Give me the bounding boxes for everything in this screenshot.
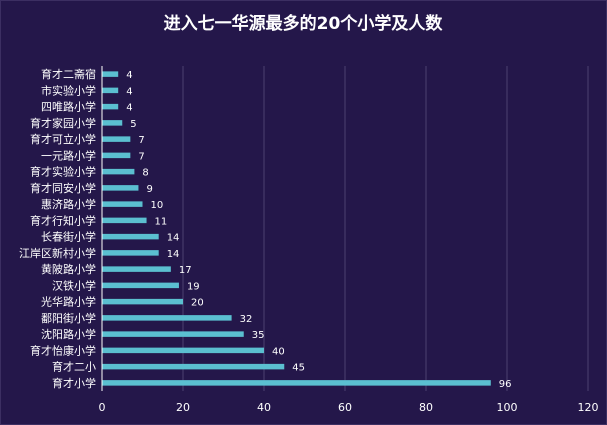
bars <box>102 71 491 386</box>
category-label: 育才可立小学 <box>30 132 96 146</box>
x-tick-label: 20 <box>176 401 190 414</box>
value-label: 8 <box>142 168 148 179</box>
value-label: 5 <box>130 119 136 130</box>
bar <box>102 201 143 207</box>
value-label: 17 <box>179 265 192 276</box>
x-tick-label: 100 <box>497 401 518 414</box>
category-label: 沈阳路小学 <box>41 327 96 341</box>
value-label: 7 <box>138 135 144 146</box>
category-labels: 育才二斋宿市实验小学四唯路小学育才家园小学育才可立小学一元路小学育才实验小学育才… <box>19 67 96 390</box>
x-tick-labels: 0 20 40 60 80 100 120 <box>99 401 599 414</box>
category-label: 汉铁小学 <box>52 278 96 292</box>
category-label: 光华路小学 <box>41 295 96 309</box>
value-label: 14 <box>167 249 180 260</box>
value-label: 45 <box>292 363 305 374</box>
category-label: 育才实验小学 <box>30 165 96 179</box>
bar <box>102 233 159 240</box>
value-label: 40 <box>272 346 285 357</box>
bar <box>102 363 285 370</box>
value-label: 19 <box>187 281 200 292</box>
chart-title: 进入七一华源最多的20个小学及人数 <box>164 13 444 34</box>
category-label: 育才家园小学 <box>30 116 96 130</box>
category-label: 黄陂路小学 <box>41 262 96 276</box>
bar <box>102 87 119 94</box>
x-tick-label: 60 <box>338 401 352 414</box>
category-label: 育才二斋宿 <box>41 67 96 81</box>
bar <box>102 315 232 321</box>
category-label: 长春街小学 <box>41 230 96 244</box>
bar <box>102 250 159 256</box>
category-label: 惠济路小学 <box>41 197 96 211</box>
value-label: 7 <box>138 151 144 162</box>
value-label: 4 <box>126 103 132 114</box>
bar <box>102 71 119 77</box>
grid-lines <box>182 66 589 391</box>
value-label: 4 <box>126 70 132 81</box>
category-label: 育才小学 <box>52 376 96 390</box>
category-label: 一元路小学 <box>41 148 96 162</box>
value-label: 9 <box>146 184 152 195</box>
category-label: 育才二小 <box>52 360 96 374</box>
value-label: 14 <box>167 233 180 244</box>
value-label: 20 <box>191 298 204 309</box>
bar <box>102 103 119 110</box>
bar <box>102 152 131 159</box>
value-label: 4 <box>126 86 132 97</box>
category-label: 育才同安小学 <box>30 181 96 195</box>
value-label: 11 <box>155 216 168 227</box>
category-label: 鄱阳街小学 <box>41 311 96 325</box>
bar <box>102 217 147 224</box>
x-tick-label: 120 <box>578 401 599 414</box>
bar <box>102 380 491 386</box>
bar <box>102 298 183 305</box>
bar <box>102 136 131 142</box>
category-label: 四唯路小学 <box>41 100 96 114</box>
category-label: 市实验小学 <box>41 83 96 97</box>
value-label: 10 <box>151 200 164 211</box>
bar <box>102 282 179 289</box>
x-tick-label: 40 <box>257 401 271 414</box>
value-label: 32 <box>240 314 253 325</box>
bar <box>102 168 135 175</box>
bar <box>102 120 123 126</box>
x-tick-label: 0 <box>99 401 106 414</box>
category-label: 育才行知小学 <box>30 213 96 227</box>
category-label: 育才怡康小学 <box>30 343 96 357</box>
bar <box>102 331 244 337</box>
value-label: 35 <box>252 330 265 341</box>
value-label: 96 <box>499 379 512 390</box>
category-label: 江岸区新村小学 <box>19 246 96 260</box>
bar <box>102 347 264 354</box>
bar <box>102 185 139 191</box>
x-tick-label: 80 <box>419 401 433 414</box>
bar <box>102 266 171 272</box>
